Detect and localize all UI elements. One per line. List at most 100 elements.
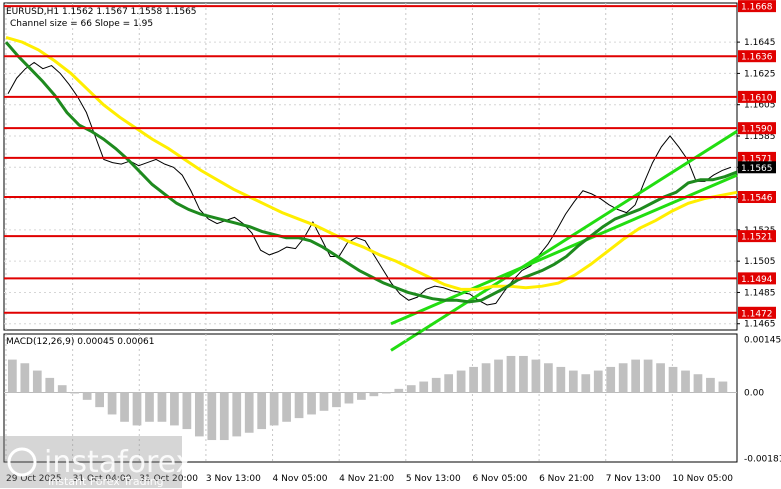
macd-hist-bar	[556, 366, 566, 393]
macd-hist-bar	[369, 392, 379, 397]
macd-hist-bar	[506, 355, 516, 393]
macd-tick-label: -0.00181	[744, 455, 781, 465]
macd-hist-bar	[107, 392, 117, 415]
ema-green-line	[4, 41, 738, 304]
watermark-tagline: Instant Forex Trading	[48, 475, 164, 488]
macd-hist-bar	[145, 392, 154, 422]
watermark: instaforex Instant Forex Trading	[0, 436, 193, 488]
x-tick-label: 4 Nov 05:00	[273, 474, 328, 484]
macd-hist-bar	[668, 366, 678, 393]
macd-hist-bar	[319, 392, 329, 411]
macd-hist-bar	[643, 359, 653, 393]
macd-hist-bar	[70, 392, 80, 394]
level-label: 1.1494	[741, 275, 773, 285]
macd-tick-label: 0.00	[744, 389, 764, 399]
macd-hist-bar	[182, 392, 192, 430]
level-label: 1.1571	[741, 154, 773, 164]
macd-label: MACD(12,26,9) 0.00045 0.00061	[6, 337, 155, 347]
macd-hist-bar	[120, 392, 129, 422]
macd-hist-bar	[456, 370, 466, 393]
level-label: 1.1546	[741, 194, 773, 204]
macd-hist-bar	[568, 370, 578, 393]
level-label: 1.1472	[741, 309, 773, 319]
macd-hist-bar	[132, 392, 142, 426]
macd-hist-bar	[519, 355, 528, 393]
price-tick-label: 1.1485	[744, 288, 776, 298]
macd-hist-bar	[431, 377, 441, 393]
macd-tick-label: 0.00145	[744, 335, 781, 345]
macd-hist-bar	[419, 381, 429, 393]
x-tick-label: 3 Nov 13:00	[206, 474, 261, 484]
level-label: 1.1590	[741, 125, 773, 135]
macd-hist-bar	[307, 392, 316, 415]
macd-hist-bar	[207, 392, 217, 441]
ema-yellow-line	[5, 35, 738, 291]
x-tick-label: 6 Nov 21:00	[539, 474, 594, 484]
macd-hist-bar	[606, 366, 616, 393]
x-tick-label: 6 Nov 05:00	[472, 474, 527, 484]
price-tick-label: 1.1465	[744, 320, 776, 330]
level-label-box	[738, 191, 776, 204]
macd-hist-bar	[257, 392, 267, 430]
level-label-box	[738, 0, 776, 13]
macd-hist-bar	[693, 374, 703, 393]
macd-hist-bar	[194, 392, 204, 437]
level-label-box	[738, 230, 776, 243]
macd-hist-bar	[531, 359, 541, 393]
current-price-box	[738, 161, 776, 174]
macd-hist-bar	[681, 370, 690, 393]
macd-hist-bar	[294, 392, 304, 419]
level-label-box	[738, 50, 776, 63]
level-label-box	[738, 151, 776, 164]
macd-hist-bar	[656, 363, 665, 393]
macd-panel: 0.00145 0.00 -0.00181	[3, 333, 781, 465]
x-tick-label: 10 Nov 05:00	[672, 474, 733, 484]
macd-hist-bar	[544, 363, 553, 393]
channel-lower-line	[390, 130, 738, 352]
macd-hist-bar	[631, 359, 641, 393]
instaforex-logo-icon	[7, 447, 37, 477]
macd-hist-bar	[618, 363, 628, 393]
macd-hist-bar	[444, 374, 454, 393]
macd-hist-bar	[45, 377, 55, 393]
macd-hist-bar	[706, 377, 715, 393]
level-label: 1.1636	[741, 53, 773, 63]
macd-hist-bar	[32, 370, 42, 393]
header-symbol-line: EURUSD,H1 1.1562 1.1567 1.1558 1.1565	[6, 7, 197, 17]
price-tick-label: 1.1625	[744, 69, 776, 79]
macd-hist-bar	[344, 392, 354, 404]
macd-hist-bar	[282, 392, 291, 422]
macd-hist-bar	[718, 381, 728, 393]
macd-hist-bar	[157, 392, 167, 422]
price-tick-label: 1.1585	[744, 132, 776, 142]
x-tick-label: 7 Nov 13:00	[606, 474, 661, 484]
macd-hist-bar	[269, 392, 279, 426]
level-label-box	[738, 306, 776, 319]
macd-hist-bar	[232, 392, 242, 437]
macd-hist-bar	[494, 359, 503, 393]
price-tick-label: 1.1605	[744, 101, 776, 111]
macd-hist-bar	[394, 388, 404, 393]
header-channel-line: Channel size = 66 Slope = 1.95	[10, 19, 153, 29]
macd-hist-bar	[581, 374, 591, 393]
macd-hist-bar	[20, 363, 30, 393]
macd-hist-bar	[8, 359, 17, 393]
current-price-label: 1.1565	[741, 164, 773, 174]
macd-hist-bar	[170, 392, 179, 426]
watermark-brand: instaforex	[44, 445, 193, 480]
main-panel: 29 Oct 2025 31 Oct 04:00 31 Oct 20:00 3 Nov…	[3, 0, 776, 484]
macd-hist-bar	[593, 370, 603, 393]
x-tick-label: 31 Oct 04:00	[73, 474, 132, 484]
macd-hist-bar	[219, 392, 229, 441]
x-tick-label: 5 Nov 13:00	[406, 474, 461, 484]
macd-hist-bar	[481, 363, 491, 393]
macd-hist-bar	[82, 392, 92, 400]
level-label-box	[738, 122, 776, 135]
price-tick-label: 1.1505	[744, 257, 776, 267]
macd-hist-bar	[244, 392, 254, 433]
macd-hist-bar	[381, 392, 391, 394]
main-frame	[3, 2, 738, 331]
macd-hist-bar	[332, 392, 341, 408]
